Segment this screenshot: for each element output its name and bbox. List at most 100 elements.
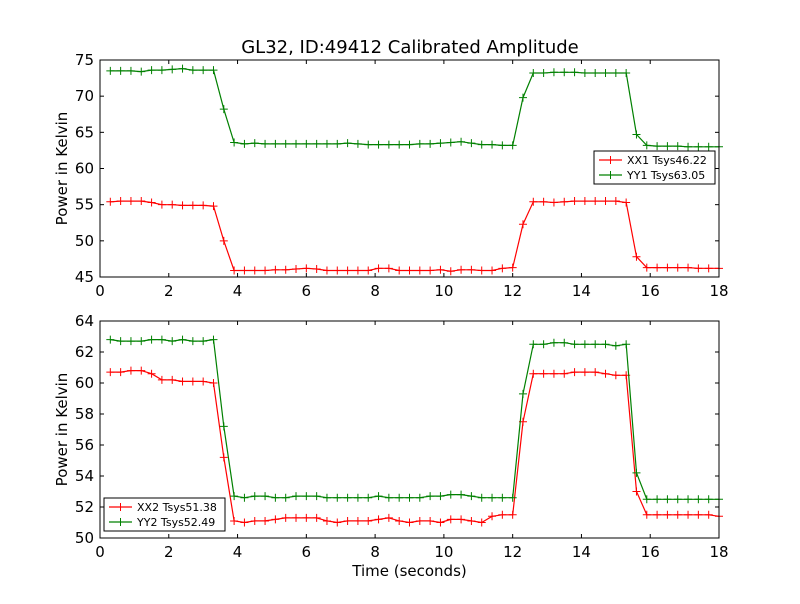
x-tick-label-2-1: 0 xyxy=(95,543,105,561)
data-point-1-1-7 xyxy=(168,200,177,209)
data-point-1-2-41 xyxy=(518,93,527,102)
x-tick-label-1-5: 8 xyxy=(370,282,380,300)
data-point-1-2-45 xyxy=(560,68,569,77)
data-point-2-2-15 xyxy=(250,492,259,501)
data-point-1-1-59 xyxy=(704,264,713,273)
data-point-1-1-23 xyxy=(333,266,342,275)
data-point-2-2-36 xyxy=(467,492,476,501)
data-point-1-1-32 xyxy=(426,266,435,275)
data-point-1-2-16 xyxy=(261,139,270,148)
data-point-2-2-52 xyxy=(632,468,641,477)
y-axis-label-2: Power in Kelvin xyxy=(53,373,71,487)
data-point-2-2-44 xyxy=(549,338,558,347)
data-point-1-2-53 xyxy=(642,141,651,150)
data-point-2-2-31 xyxy=(415,493,424,502)
data-point-1-1-14 xyxy=(240,266,249,275)
data-point-1-2-55 xyxy=(663,142,672,151)
data-point-2-1-52 xyxy=(632,487,641,496)
data-point-2-1-8 xyxy=(178,377,187,386)
data-point-1-2-46 xyxy=(570,68,579,77)
data-point-2-2-42 xyxy=(529,340,538,349)
data-point-2-1-7 xyxy=(168,375,177,384)
data-point-1-1-53 xyxy=(642,263,651,272)
data-point-2-1-9 xyxy=(188,377,197,386)
data-point-2-2-41 xyxy=(518,389,527,398)
data-point-2-2-45 xyxy=(560,338,569,347)
x-tick-label-2-9: 16 xyxy=(641,543,660,561)
data-point-2-1-22 xyxy=(322,516,331,525)
data-point-2-1-27 xyxy=(374,515,383,524)
data-point-2-1-25 xyxy=(353,516,362,525)
data-point-2-1-49 xyxy=(601,369,610,378)
data-point-1-2-13 xyxy=(230,138,239,147)
data-point-2-2-40 xyxy=(508,493,517,502)
data-point-2-1-12 xyxy=(219,453,228,462)
data-point-2-2-27 xyxy=(374,492,383,501)
data-point-2-2-20 xyxy=(302,492,311,501)
data-point-1-1-33 xyxy=(436,265,445,274)
data-point-2-2-18 xyxy=(281,493,290,502)
legend-label-2-1: XX2 Tsys51.38 xyxy=(137,501,217,514)
data-point-1-1-36 xyxy=(467,265,476,274)
data-point-1-2-10 xyxy=(199,66,208,75)
data-point-1-1-9 xyxy=(188,201,197,210)
data-point-2-1-36 xyxy=(467,516,476,525)
data-point-2-2-25 xyxy=(353,493,362,502)
data-point-2-2-30 xyxy=(405,493,414,502)
y-tick-label-1-1: 45 xyxy=(75,268,94,286)
data-point-2-1-38 xyxy=(488,512,497,521)
data-point-2-1-47 xyxy=(580,368,589,377)
data-point-2-1-28 xyxy=(384,513,393,522)
data-point-1-1-42 xyxy=(529,197,538,206)
legend-marker-1-1 xyxy=(606,156,615,164)
data-point-2-2-14 xyxy=(240,493,249,502)
data-point-1-1-17 xyxy=(271,265,280,274)
data-point-1-1-48 xyxy=(591,197,600,206)
x-tick-label-1-8: 14 xyxy=(572,282,591,300)
data-point-1-1-11 xyxy=(209,202,218,211)
y-tick-label-2-1: 50 xyxy=(75,529,94,547)
data-point-2-2-59 xyxy=(704,495,713,504)
data-point-1-2-34 xyxy=(446,138,455,147)
data-point-2-1-29 xyxy=(395,516,404,525)
data-point-2-2-56 xyxy=(673,495,682,504)
data-point-2-1-4 xyxy=(137,366,146,375)
data-point-2-1-16 xyxy=(261,516,270,525)
data-point-1-1-1 xyxy=(106,197,115,206)
data-point-1-2-44 xyxy=(549,68,558,77)
data-point-1-2-31 xyxy=(415,139,424,148)
plot-frame-2 xyxy=(99,320,720,539)
data-point-1-1-34 xyxy=(446,267,455,276)
x-tick-label-2-3: 4 xyxy=(233,543,243,561)
x-tick-label-1-6: 10 xyxy=(434,282,453,300)
data-point-1-2-50 xyxy=(611,69,620,78)
y-tick-label-1-5: 65 xyxy=(75,123,94,141)
legend-box-2 xyxy=(103,497,226,532)
y-tick-label-1-6: 70 xyxy=(75,87,94,105)
legend-2: XX2 Tsys51.38 YY2 Tsys52.49 xyxy=(103,497,226,532)
data-point-2-2-23 xyxy=(333,493,342,502)
data-point-2-2-1 xyxy=(106,335,115,344)
data-point-2-1-23 xyxy=(333,518,342,527)
x-tick-label-1-7: 12 xyxy=(503,282,522,300)
data-point-2-2-13 xyxy=(230,492,239,501)
x-tick-label-1-9: 16 xyxy=(641,282,660,300)
data-point-1-2-38 xyxy=(488,140,497,149)
y-tick-label-2-2: 52 xyxy=(75,498,94,516)
data-point-2-1-39 xyxy=(498,510,507,519)
data-point-1-2-18 xyxy=(281,139,290,148)
data-point-2-1-42 xyxy=(529,369,538,378)
data-point-1-1-50 xyxy=(611,197,620,206)
data-point-1-1-24 xyxy=(343,266,352,275)
legend-marker-2-2 xyxy=(116,518,125,526)
data-point-1-2-24 xyxy=(343,139,352,148)
data-point-2-2-46 xyxy=(570,340,579,349)
data-point-2-1-11 xyxy=(209,379,218,387)
data-point-2-1-26 xyxy=(364,516,373,525)
y-tick-label-2-7: 62 xyxy=(75,343,94,361)
data-point-1-1-4 xyxy=(137,197,146,206)
data-point-1-1-19 xyxy=(292,265,301,274)
data-point-1-1-35 xyxy=(457,265,466,274)
